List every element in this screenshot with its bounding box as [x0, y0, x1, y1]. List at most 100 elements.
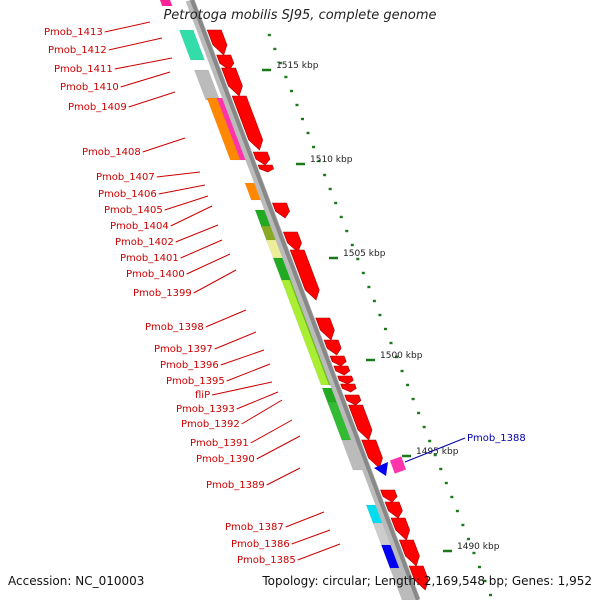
scale-dot	[278, 61, 282, 65]
gene-label: Pmob_1393	[176, 404, 235, 415]
scale-dot	[383, 327, 387, 331]
label-leader	[250, 419, 293, 444]
gene-arrow	[329, 355, 347, 367]
label-leader	[128, 91, 176, 108]
gene-label: Pmob_1397	[154, 344, 213, 355]
genome-backbone	[185, 0, 421, 602]
gene-arrow	[374, 462, 388, 476]
label-leader	[297, 543, 341, 561]
gene-label: Pmob_1409	[68, 102, 127, 113]
scale-dot	[417, 411, 421, 415]
gene-arrow	[340, 383, 357, 393]
scale-dot	[356, 257, 360, 261]
label-leader	[256, 435, 301, 460]
gene-label: Pmob_1412	[48, 45, 107, 56]
scale-dot	[472, 551, 476, 555]
gene-arrows	[206, 29, 429, 591]
gene-arrow	[315, 317, 335, 341]
label-leader	[108, 37, 163, 51]
label-leaders	[104, 21, 466, 561]
scale-dot	[433, 453, 437, 457]
gene-arrow	[323, 339, 342, 356]
scale-dot	[466, 537, 470, 541]
label-leader	[158, 184, 206, 195]
scale-dot	[267, 33, 271, 37]
gene-label: Pmob_1405	[104, 205, 163, 216]
gene-arrow	[380, 489, 398, 503]
scale-dot	[428, 439, 432, 443]
scale-dot	[422, 425, 426, 429]
gene-label: fliP	[195, 390, 210, 401]
gene-label: Pmob_1402	[115, 237, 174, 248]
scale-label: 1505 kbp	[343, 249, 386, 259]
scale-dot	[477, 565, 481, 569]
scale-dot	[306, 131, 310, 135]
scale-label: 1510 kbp	[310, 155, 353, 165]
gene-arrow	[398, 539, 420, 567]
label-leader	[291, 529, 331, 545]
gene-label: Pmob_1399	[133, 288, 192, 299]
scale-dot	[334, 201, 338, 205]
label-leader	[170, 205, 213, 227]
scale-dot	[273, 47, 277, 51]
gene-label: Pmob_1407	[96, 172, 155, 183]
label-leader	[114, 57, 173, 70]
scale-dots	[267, 33, 493, 597]
gene-arrow	[282, 231, 302, 253]
gene-label: Pmob_1410	[60, 82, 119, 93]
scale-dot	[461, 523, 465, 527]
label-leader	[142, 137, 186, 153]
label-leader	[205, 309, 247, 328]
label-leader	[404, 437, 466, 463]
scale-dot	[323, 173, 327, 177]
scale-dot	[372, 299, 376, 303]
gene-arrow	[206, 29, 228, 56]
scale-dot	[361, 271, 365, 275]
gene-label: Pmob_1389	[206, 480, 265, 491]
scale-dot	[400, 369, 404, 373]
gene-arrow	[252, 151, 271, 166]
scale-dot	[455, 509, 459, 513]
gene-label: Pmob_1400	[126, 269, 185, 280]
label-leader	[266, 467, 301, 486]
gene-arrow	[390, 517, 411, 541]
gene-label: Pmob_1408	[82, 147, 141, 158]
label-leader	[156, 171, 201, 178]
gene-label: Pmob_1390	[196, 454, 255, 465]
gene-label: Pmob_1385	[237, 555, 296, 566]
label-leader	[212, 381, 273, 396]
label-leader	[226, 363, 271, 382]
gene-arrow	[408, 565, 429, 591]
label-leader	[186, 253, 231, 275]
scale-ticks: 1515 kbp 1510 kbp 1505 kbp 1500 kbp 1495 kbp…	[262, 61, 500, 553]
scale-dot	[312, 145, 316, 149]
scale-dot	[378, 313, 382, 317]
scale-dot	[489, 593, 493, 597]
label-leader	[120, 71, 171, 88]
gene-arrow	[337, 375, 354, 385]
label-leader	[164, 195, 209, 211]
scale-dot	[289, 89, 293, 93]
scale-label: 1515 kbp	[276, 61, 319, 71]
scale-label: 1490 kbp	[457, 542, 500, 552]
scale-dot	[328, 187, 332, 191]
label-leader	[104, 21, 151, 33]
gene-label: Pmob_1386	[231, 539, 290, 550]
feature-band	[159, 0, 173, 7]
gene-label: Pmob_1395	[166, 376, 225, 387]
scale-dot	[450, 495, 454, 499]
gene-label: Pmob_1391	[190, 438, 249, 449]
gene-arrow	[216, 54, 235, 71]
scale-dot	[389, 341, 393, 345]
gene-arrow	[344, 394, 362, 406]
scale-dot	[345, 229, 349, 233]
label-leader	[193, 269, 237, 294]
gene-label: Pmob_1404	[110, 221, 169, 232]
label-leader	[180, 239, 223, 259]
gene-arrow	[231, 95, 264, 151]
backbone-line	[190, 0, 420, 601]
scale-dot	[295, 103, 299, 107]
label-leader	[285, 511, 325, 528]
